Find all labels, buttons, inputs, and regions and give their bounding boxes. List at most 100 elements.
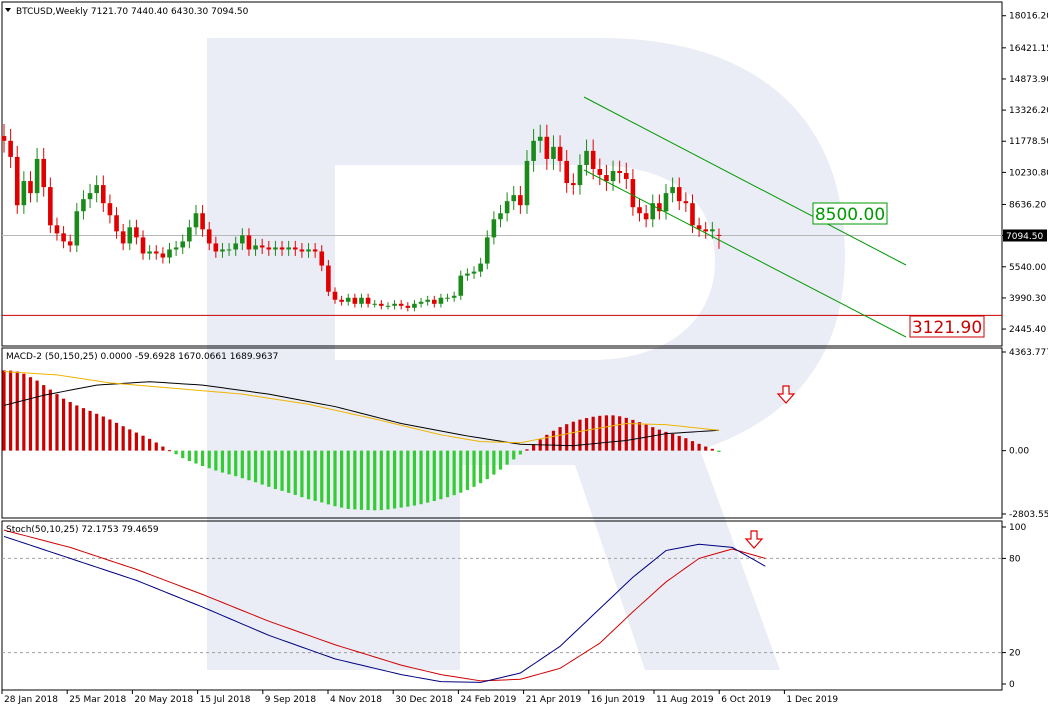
time-axis-label: 20 May 2018 bbox=[134, 695, 193, 705]
candle bbox=[193, 204, 199, 235]
macd-histogram-bar bbox=[432, 450, 436, 502]
candle-body bbox=[670, 187, 675, 194]
price-axis-label: 8636.20 bbox=[1009, 200, 1046, 210]
candle bbox=[54, 217, 60, 241]
macd-histogram bbox=[2, 370, 721, 511]
arrow-down-icon bbox=[744, 530, 764, 549]
channel-lower-line bbox=[583, 169, 907, 338]
candle bbox=[134, 219, 139, 245]
candle-body bbox=[101, 185, 106, 204]
macd-histogram-bar bbox=[604, 415, 609, 451]
candle bbox=[345, 293, 351, 306]
support-label-box bbox=[909, 315, 985, 338]
candle-body bbox=[253, 245, 258, 250]
candle-body bbox=[518, 195, 523, 206]
time-axis-label: 30 Dec 2018 bbox=[395, 695, 453, 705]
macd-histogram-bar bbox=[2, 370, 6, 451]
candle-body bbox=[425, 299, 430, 302]
candle bbox=[226, 243, 232, 256]
macd-histogram-bar bbox=[366, 450, 370, 511]
macd-histogram-bar bbox=[306, 450, 311, 500]
candle bbox=[352, 293, 358, 308]
candle bbox=[425, 295, 430, 306]
candle-body bbox=[610, 170, 616, 182]
candle-body bbox=[8, 140, 13, 157]
macd-histogram-bar bbox=[717, 450, 721, 452]
macd-histogram-bar bbox=[134, 432, 138, 451]
candle-body bbox=[438, 297, 444, 304]
macd-histogram-bar bbox=[108, 419, 112, 451]
macd-histogram-bar bbox=[75, 405, 79, 451]
macd-histogram-bar bbox=[227, 450, 231, 475]
candle bbox=[87, 183, 93, 209]
candle bbox=[610, 160, 616, 191]
candle bbox=[292, 240, 298, 256]
candle bbox=[8, 128, 13, 168]
candle bbox=[299, 243, 305, 258]
macd-histogram-bar bbox=[273, 450, 278, 490]
candle bbox=[537, 124, 543, 153]
candle-body bbox=[28, 181, 33, 194]
candle bbox=[392, 300, 397, 310]
macd-histogram-bar bbox=[518, 450, 522, 455]
candle bbox=[319, 245, 325, 272]
time-axis-label: 6 Oct 2019 bbox=[721, 695, 771, 705]
candle bbox=[696, 217, 702, 237]
candle-body bbox=[465, 273, 470, 276]
candle-body bbox=[537, 136, 543, 141]
macd-histogram-bar bbox=[313, 450, 317, 501]
macd-histogram-bar bbox=[35, 380, 39, 451]
candle bbox=[233, 236, 238, 256]
candle bbox=[544, 124, 550, 170]
candle-body bbox=[127, 227, 133, 244]
macd-histogram-bar bbox=[392, 450, 397, 509]
candle bbox=[676, 177, 682, 211]
macd-histogram-bar bbox=[287, 450, 291, 493]
stoch-axis-label: 20 bbox=[1009, 649, 1021, 659]
macd-histogram-bar bbox=[81, 408, 86, 451]
candle-body bbox=[484, 237, 490, 264]
candle-body bbox=[266, 247, 272, 250]
time-axis-label: 21 Apr 2019 bbox=[526, 695, 582, 705]
candle bbox=[67, 234, 73, 253]
macd-histogram-bar bbox=[161, 446, 165, 451]
candle bbox=[491, 211, 497, 245]
candle-body bbox=[187, 227, 192, 242]
candle bbox=[206, 221, 212, 251]
candle-body bbox=[21, 181, 27, 206]
candle bbox=[531, 128, 536, 172]
candle-body bbox=[498, 213, 503, 220]
watermark-logo bbox=[207, 38, 845, 670]
candle-body bbox=[445, 297, 450, 299]
macd-histogram-bar bbox=[690, 441, 695, 451]
candle-body bbox=[286, 247, 291, 250]
time-axis-label: 15 Jul 2018 bbox=[200, 695, 251, 705]
macd-axis-label: 4363.7776 bbox=[1009, 348, 1048, 358]
candle bbox=[279, 240, 285, 256]
candle bbox=[14, 145, 20, 214]
macd-histogram-bar bbox=[95, 413, 99, 451]
candle bbox=[379, 300, 384, 310]
candle bbox=[418, 297, 424, 308]
candle bbox=[372, 300, 378, 308]
channel-upper-line bbox=[583, 96, 907, 266]
macd-histogram-bar bbox=[280, 450, 284, 491]
candle-body bbox=[259, 245, 265, 248]
candle-body bbox=[326, 265, 331, 292]
macd-histogram-bar bbox=[545, 434, 549, 451]
support-label: 3121.90 bbox=[912, 318, 982, 338]
candle-body bbox=[637, 207, 642, 214]
macd-histogram-bar bbox=[340, 450, 344, 508]
candle bbox=[213, 236, 219, 258]
candle-body bbox=[352, 297, 358, 304]
candle-body bbox=[511, 195, 517, 202]
candle-body bbox=[87, 193, 93, 200]
macd-histogram-bar bbox=[677, 435, 681, 451]
macd-histogram-bar bbox=[399, 450, 403, 508]
candle bbox=[432, 295, 437, 308]
candle bbox=[114, 207, 119, 239]
candle-body bbox=[167, 249, 172, 258]
candle-body bbox=[220, 249, 225, 252]
candle-body bbox=[279, 247, 285, 250]
